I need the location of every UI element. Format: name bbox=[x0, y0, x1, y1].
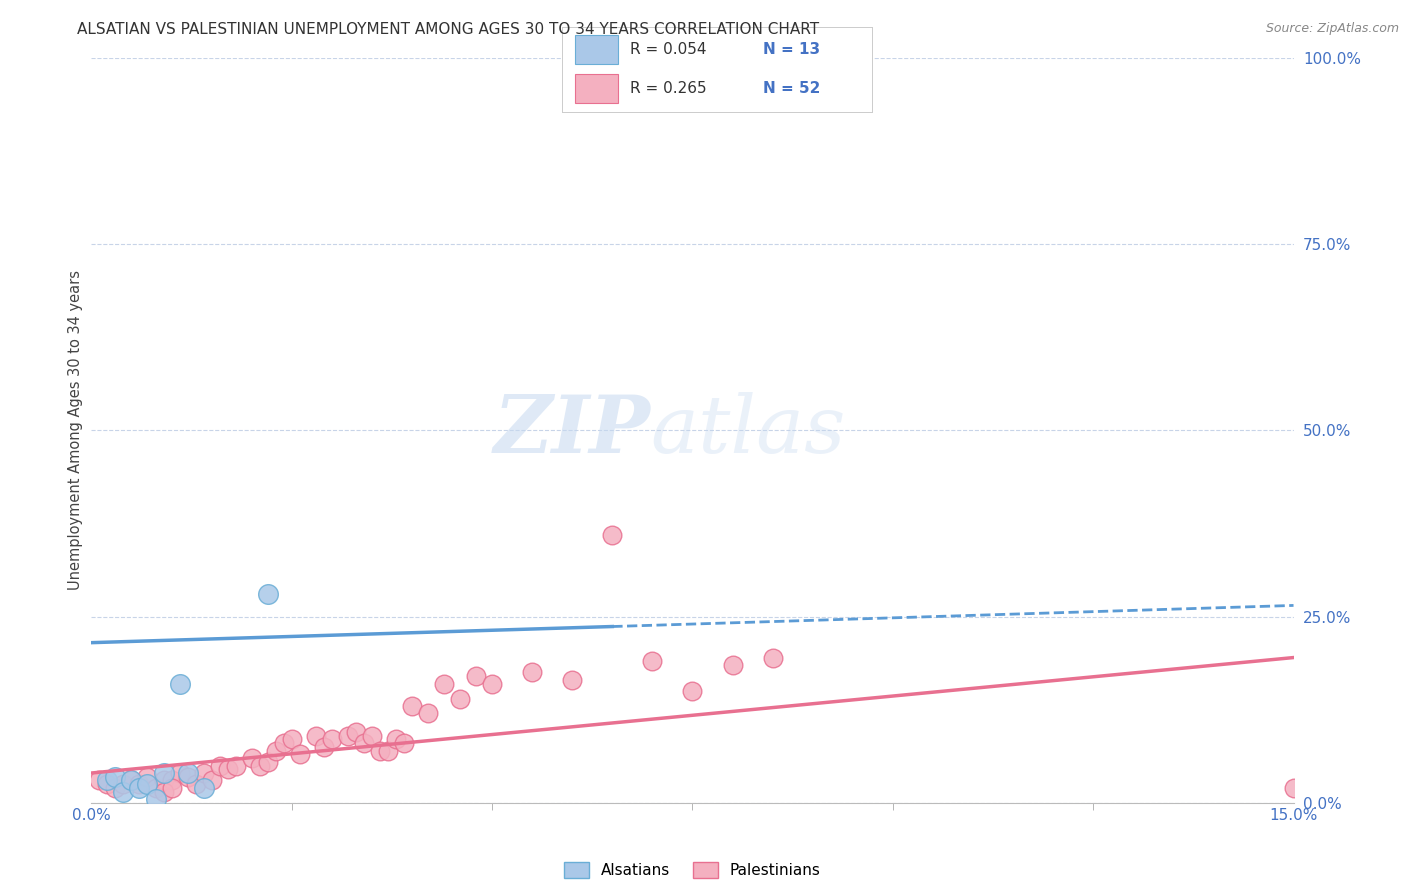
Point bbox=[385, 732, 408, 747]
Point bbox=[152, 773, 174, 788]
Point bbox=[288, 747, 311, 762]
Point bbox=[176, 766, 198, 780]
Point bbox=[249, 758, 271, 772]
Point bbox=[160, 773, 183, 788]
Point bbox=[184, 777, 207, 791]
Point bbox=[121, 773, 143, 788]
Point bbox=[1282, 780, 1305, 795]
Point bbox=[401, 698, 423, 713]
Point bbox=[561, 673, 583, 687]
Point bbox=[481, 676, 503, 690]
Point bbox=[602, 51, 624, 65]
Point bbox=[465, 669, 488, 683]
Point bbox=[152, 766, 174, 780]
Point bbox=[201, 773, 224, 788]
Point bbox=[128, 780, 150, 795]
Point bbox=[176, 770, 198, 784]
Text: N = 52: N = 52 bbox=[763, 81, 821, 96]
Text: R = 0.054: R = 0.054 bbox=[630, 42, 707, 57]
Bar bbox=[575, 36, 619, 64]
Point bbox=[321, 732, 343, 747]
Point bbox=[96, 773, 118, 788]
Point bbox=[225, 758, 247, 772]
Point bbox=[152, 784, 174, 798]
Point bbox=[522, 665, 544, 680]
Point bbox=[433, 676, 456, 690]
Point bbox=[416, 706, 439, 721]
Point bbox=[169, 676, 191, 690]
Point bbox=[281, 732, 304, 747]
Point bbox=[104, 780, 127, 795]
Point bbox=[336, 729, 359, 743]
Point bbox=[136, 770, 159, 784]
Point bbox=[762, 650, 785, 665]
Text: atlas: atlas bbox=[651, 392, 846, 469]
Point bbox=[602, 527, 624, 541]
Point bbox=[353, 736, 375, 750]
Point bbox=[104, 770, 127, 784]
Text: R = 0.265: R = 0.265 bbox=[630, 81, 707, 96]
Point bbox=[312, 739, 335, 754]
Point bbox=[193, 780, 215, 795]
Point bbox=[145, 792, 167, 806]
Point bbox=[193, 766, 215, 780]
Point bbox=[273, 736, 295, 750]
Point bbox=[256, 587, 278, 601]
Point bbox=[208, 758, 231, 772]
Point bbox=[160, 780, 183, 795]
Text: Source: ZipAtlas.com: Source: ZipAtlas.com bbox=[1265, 22, 1399, 36]
Point bbox=[360, 729, 382, 743]
Point bbox=[641, 654, 664, 668]
Point bbox=[112, 777, 135, 791]
Point bbox=[368, 744, 391, 758]
Text: ZIP: ZIP bbox=[494, 392, 651, 469]
Legend: Alsatians, Palestinians: Alsatians, Palestinians bbox=[558, 856, 827, 885]
Point bbox=[121, 773, 143, 788]
Point bbox=[217, 762, 239, 776]
Point bbox=[377, 744, 399, 758]
Point bbox=[264, 744, 287, 758]
Bar bbox=[575, 74, 619, 103]
Point bbox=[721, 658, 744, 673]
Point bbox=[89, 773, 111, 788]
Point bbox=[392, 736, 415, 750]
Point bbox=[240, 751, 263, 765]
Y-axis label: Unemployment Among Ages 30 to 34 years: Unemployment Among Ages 30 to 34 years bbox=[67, 270, 83, 591]
Point bbox=[681, 684, 703, 698]
Point bbox=[305, 729, 328, 743]
Point bbox=[96, 777, 118, 791]
Text: N = 13: N = 13 bbox=[763, 42, 821, 57]
Text: ALSATIAN VS PALESTINIAN UNEMPLOYMENT AMONG AGES 30 TO 34 YEARS CORRELATION CHART: ALSATIAN VS PALESTINIAN UNEMPLOYMENT AMO… bbox=[77, 22, 820, 37]
Point bbox=[128, 777, 150, 791]
Point bbox=[136, 777, 159, 791]
Point bbox=[112, 784, 135, 798]
Point bbox=[449, 691, 471, 706]
Point bbox=[145, 780, 167, 795]
Point bbox=[256, 755, 278, 769]
Point bbox=[169, 766, 191, 780]
Point bbox=[344, 725, 367, 739]
